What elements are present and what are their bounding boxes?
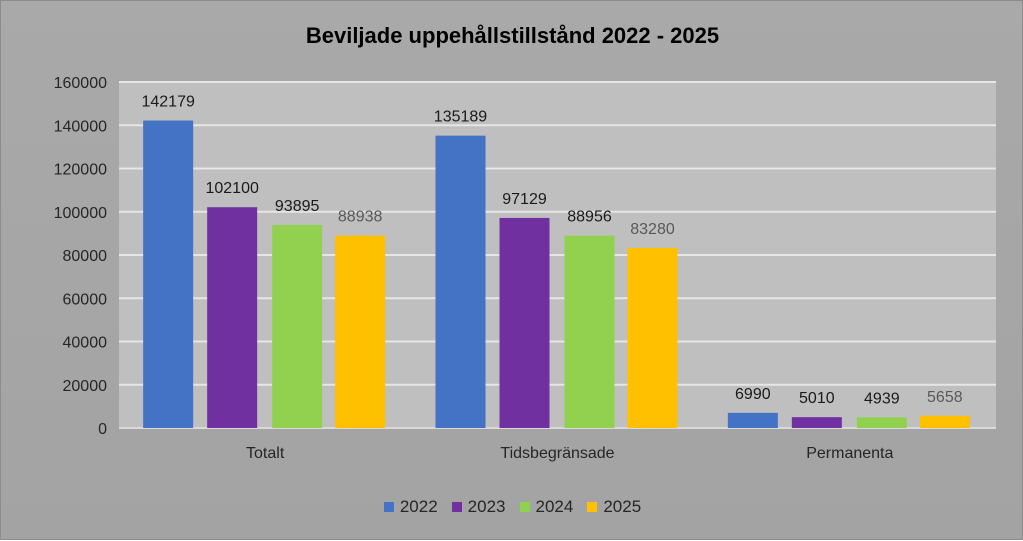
legend-swatch — [383, 502, 394, 512]
y-tick-label: 100000 — [54, 205, 107, 222]
legend-item-2025: 2025 — [587, 497, 641, 517]
y-tick-label: 60000 — [63, 291, 108, 308]
bar-2024 — [856, 417, 907, 428]
legend-label: 2023 — [467, 497, 506, 516]
data-label: 88938 — [338, 209, 383, 226]
x-tick-label: Totalt — [246, 445, 285, 462]
bar-2022 — [435, 135, 486, 428]
legend-swatch — [587, 502, 598, 512]
y-tick-label: 20000 — [63, 378, 108, 395]
legend-label: 2024 — [535, 497, 574, 516]
legend-swatch — [519, 502, 530, 512]
data-label: 88956 — [567, 209, 612, 226]
data-label: 6990 — [735, 386, 771, 403]
bar-2022 — [727, 412, 778, 428]
legend-item-2022: 2022 — [383, 497, 438, 517]
legend-item-2024: 2024 — [519, 497, 574, 517]
legend: 2022 2023 2024 2025 — [1, 497, 1023, 517]
x-tick-label: Permanenta — [806, 445, 893, 462]
bar-2025 — [335, 235, 386, 428]
legend-label: 2025 — [603, 497, 642, 516]
y-tick-label: 140000 — [54, 118, 107, 135]
data-label: 142179 — [141, 94, 194, 111]
data-label: 97129 — [502, 191, 547, 208]
data-label: 102100 — [205, 180, 258, 197]
data-label: 93895 — [275, 198, 320, 215]
legend-item-2023: 2023 — [451, 497, 506, 517]
bar-2023 — [499, 217, 550, 428]
bar-2022 — [143, 120, 194, 429]
legend-label: 2022 — [399, 497, 438, 516]
x-tick-label: Tidsbegränsade — [500, 445, 614, 462]
bar-2024 — [272, 224, 323, 428]
data-label: 135189 — [434, 109, 487, 126]
data-label: 4939 — [864, 390, 900, 407]
bar-2025 — [919, 415, 970, 428]
y-tick-label: 120000 — [54, 162, 107, 179]
bar-2025 — [627, 247, 678, 428]
data-label: 5658 — [927, 389, 963, 406]
y-tick-label: 0 — [98, 421, 107, 438]
chart-title: Beviljade uppehållstillstånd 2022 - 2025 — [305, 23, 720, 48]
bar-2024 — [564, 235, 615, 428]
bar-2023 — [791, 417, 842, 428]
y-tick-label: 40000 — [63, 335, 108, 352]
legend-swatch — [451, 502, 462, 512]
y-tick-label: 160000 — [54, 75, 107, 92]
bar-2023 — [207, 207, 258, 428]
data-label: 5010 — [799, 390, 835, 407]
data-label: 83280 — [630, 221, 675, 238]
y-tick-label: 80000 — [63, 248, 108, 265]
